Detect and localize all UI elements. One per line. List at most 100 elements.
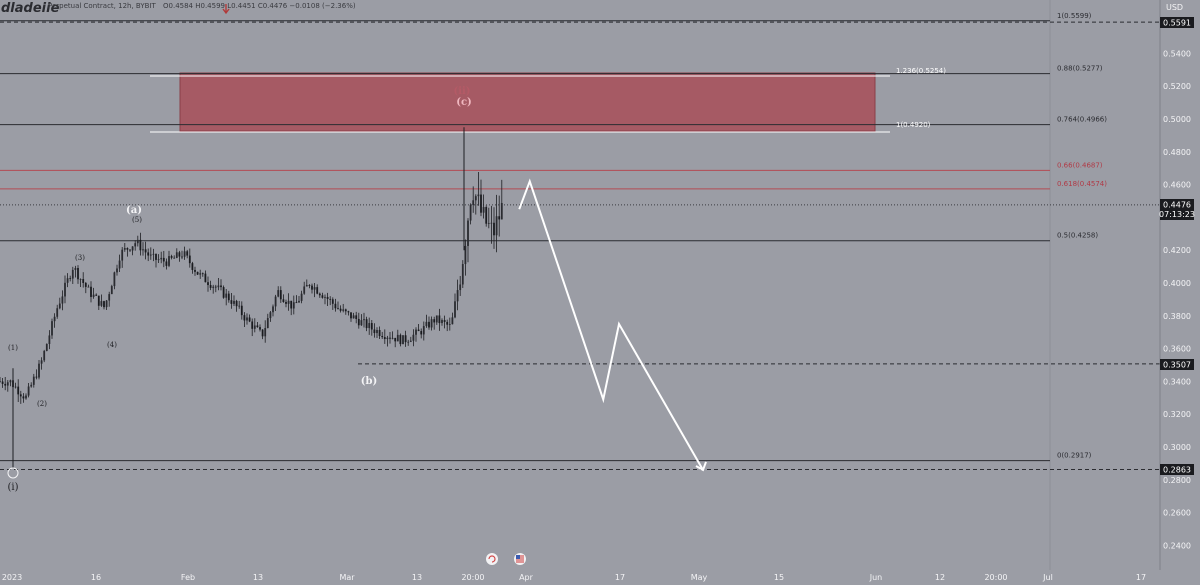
y-tick-label: 0.3000	[1163, 443, 1191, 452]
x-tick-label: 12	[935, 573, 945, 582]
candle-body	[378, 330, 381, 337]
us-flag-icon[interactable]	[514, 553, 526, 565]
price-label-top: 0.5591	[1160, 17, 1194, 28]
candle-body	[194, 269, 196, 272]
candle-body	[238, 305, 241, 307]
x-tick-label: 13	[253, 573, 263, 582]
fib-label: 0.88(0.5277)	[1057, 65, 1103, 73]
y-tick-label: 0.3200	[1163, 410, 1191, 419]
candle-body	[456, 290, 459, 302]
y-axis-currency: USD	[1166, 3, 1183, 12]
candle-body	[435, 315, 438, 323]
candle-body	[248, 317, 251, 322]
candle-body	[334, 303, 337, 309]
candle-body	[191, 263, 194, 270]
candle-body	[282, 299, 285, 302]
candle-body	[173, 257, 176, 259]
candle-body	[222, 287, 225, 298]
candle-body	[300, 293, 303, 301]
candle-body	[493, 222, 495, 236]
candle-body	[264, 327, 267, 337]
candle-body	[230, 300, 233, 304]
candle-body	[186, 251, 189, 256]
candle-body	[386, 337, 389, 340]
countdown: 07:13:23	[1159, 210, 1195, 219]
candle-body	[61, 296, 64, 304]
candle-body	[261, 329, 264, 337]
candle-body	[108, 294, 111, 301]
candle-body	[209, 285, 212, 288]
wave-label-c: (c)	[456, 97, 472, 108]
y-tick-label: 0.2800	[1163, 476, 1191, 485]
wave-label-a: (a)	[126, 205, 142, 216]
candle-body	[97, 295, 100, 306]
y-tick-label: 0.3400	[1163, 377, 1191, 386]
price-label-current: 0.4476 07:13:23	[1159, 199, 1195, 220]
fib-label: 0.66(0.4687)	[1057, 161, 1103, 169]
replay-icon[interactable]	[486, 553, 498, 565]
candle-body	[355, 315, 358, 319]
candle-body	[82, 279, 85, 283]
x-tick-label: 20:00	[984, 573, 1007, 582]
candle-body	[165, 261, 168, 266]
candle-body	[329, 298, 332, 300]
candle-body	[77, 268, 79, 280]
candle-body	[357, 318, 360, 326]
candle-body	[212, 286, 215, 288]
candle-body	[459, 284, 462, 291]
candle-body	[220, 285, 222, 288]
candle-body	[363, 319, 365, 321]
candle-body	[344, 309, 347, 312]
candle-body	[144, 249, 147, 253]
candle-body	[139, 239, 142, 251]
candle-body	[350, 312, 352, 319]
candle-body	[352, 315, 355, 319]
y-tick-label: 0.5400	[1163, 49, 1191, 58]
candle-body	[391, 337, 394, 339]
candle-body	[9, 380, 12, 383]
candle-body	[490, 222, 493, 224]
candle-body	[38, 363, 40, 378]
candle-body	[381, 336, 384, 338]
candle-body	[40, 360, 43, 364]
x-tick-label: Apr	[519, 573, 534, 582]
candle-body	[160, 257, 163, 260]
candle-body	[425, 321, 428, 327]
candle-body	[51, 321, 53, 336]
candle-body	[123, 248, 126, 250]
x-tick-label: 20:00	[461, 573, 484, 582]
resistance-zone	[179, 72, 876, 132]
y-axis-ticks: 0.5400 0.5200 0.5000 0.4800 0.4600 0.4200 0.40…	[1163, 49, 1191, 550]
y-tick-label: 0.3600	[1163, 345, 1191, 354]
candle-body	[227, 293, 230, 301]
candle-body	[149, 254, 152, 256]
candle-body	[339, 308, 342, 311]
wave-labels: (1) (2) (3) (4) (5)(a) (b) (ii)(c) (i)	[7, 86, 707, 493]
candle-body	[240, 305, 243, 316]
candle-body	[6, 382, 9, 386]
candle-body	[136, 239, 139, 244]
candle-body	[233, 300, 235, 304]
wave-label-1: (1)	[8, 344, 18, 352]
candle-body	[399, 334, 402, 345]
candle-body	[430, 319, 433, 328]
candle-body	[274, 296, 277, 307]
candle-body	[464, 245, 467, 265]
candle-body	[66, 278, 69, 283]
candle-body	[0, 381, 1, 383]
candle-body	[196, 271, 199, 275]
candle-body	[269, 312, 272, 319]
candle-body	[30, 384, 33, 387]
candle-body	[420, 331, 423, 335]
candle-body	[482, 207, 485, 213]
fib-label: 0.5(0.4258)	[1057, 232, 1098, 240]
candle-body	[162, 257, 165, 262]
candle-body	[305, 285, 308, 287]
wave-label-3: (3)	[75, 254, 85, 262]
wave-label-ii: (ii)	[453, 86, 470, 97]
candle-body	[100, 301, 103, 306]
candle-body	[454, 301, 456, 318]
x-tick-label: May	[691, 573, 708, 582]
candle-body	[74, 268, 77, 270]
